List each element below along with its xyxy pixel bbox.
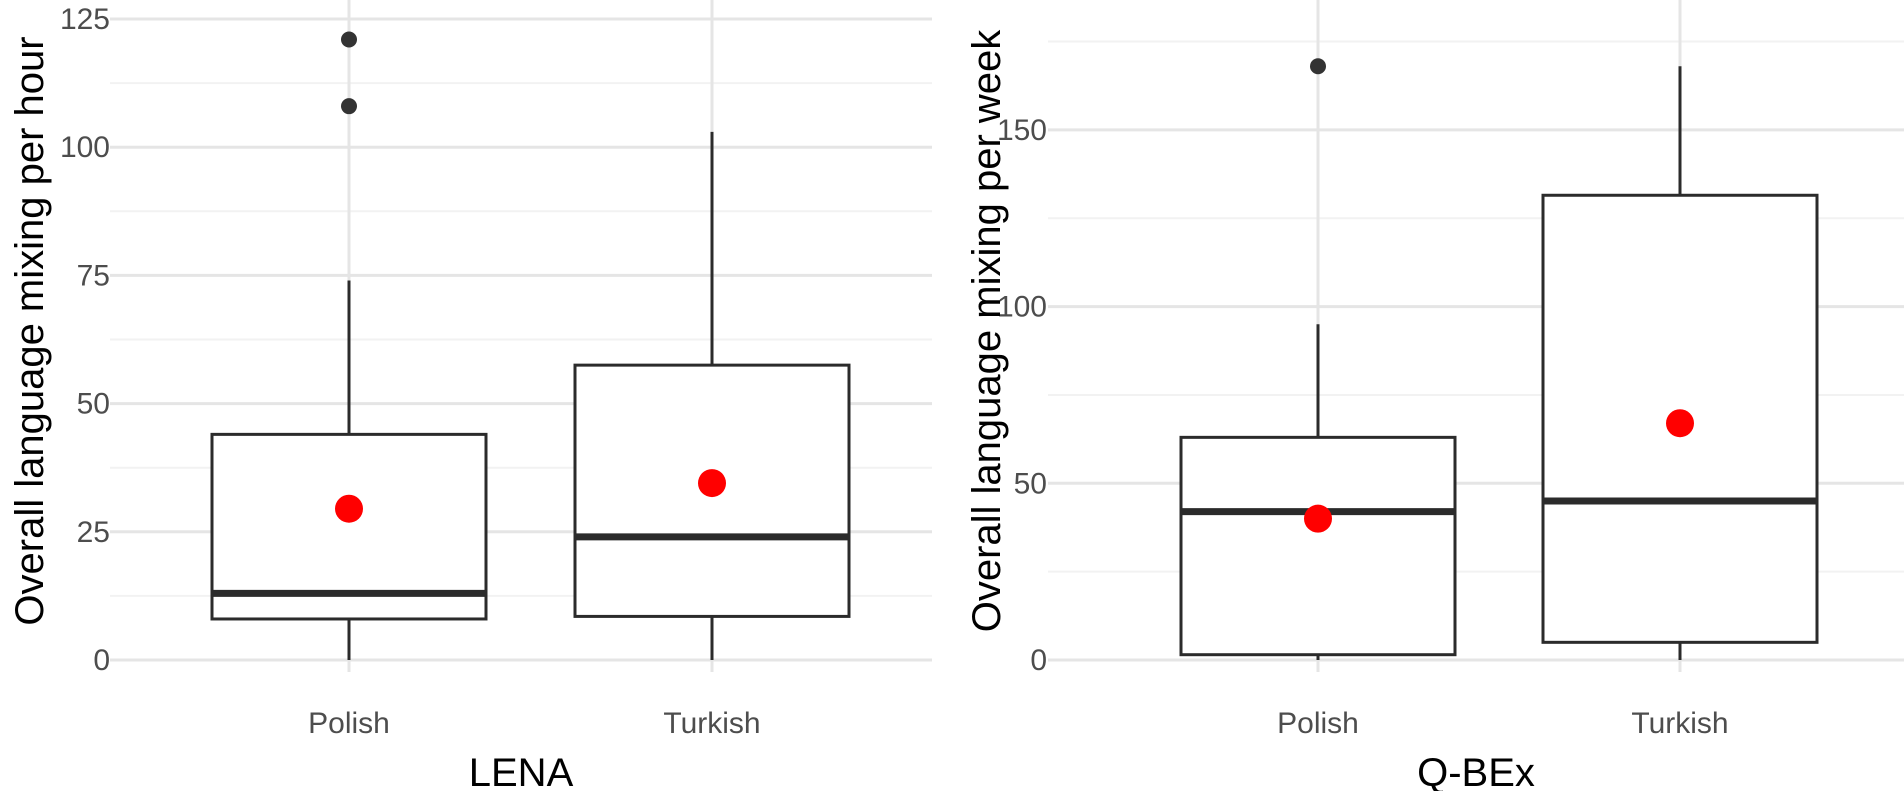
- mean-point: [1304, 504, 1332, 533]
- box-iqr: [1179, 435, 1457, 657]
- outlier-point: [341, 98, 357, 115]
- x-tick-label: Polish: [308, 707, 390, 740]
- box-iqr: [210, 432, 488, 621]
- x-axis-title: Q-BEx: [1417, 751, 1535, 791]
- x-axis-title: LENA: [469, 751, 574, 791]
- y-tick-label: 25: [77, 516, 110, 549]
- y-axis-title: Overall language mixing per week: [965, 29, 1009, 633]
- x-tick-label: Turkish: [1631, 707, 1728, 740]
- mean-point: [698, 469, 726, 498]
- outlier-point: [341, 31, 357, 48]
- y-axis-title: Overall language mixing per hour: [8, 36, 52, 625]
- y-tick-label: 50: [77, 388, 110, 421]
- qbex-panel: 0 50 100 150 Polish Turkish Q-BEx Overall langu…: [965, 0, 1904, 791]
- y-tick-label: 50: [1014, 467, 1047, 500]
- x-tick-label: Polish: [1277, 707, 1359, 740]
- mean-point: [335, 494, 363, 523]
- y-tick-label: 100: [60, 131, 110, 164]
- y-tick-label: 0: [1030, 644, 1047, 677]
- y-tick-label: 100: [997, 291, 1047, 324]
- y-tick-label: 0: [93, 644, 110, 677]
- y-tick-label: 125: [60, 3, 110, 36]
- x-tick-label: Turkish: [663, 707, 760, 740]
- y-tick-label: 150: [997, 114, 1047, 147]
- outlier-point: [1310, 58, 1326, 75]
- lena-panel: 0 25 50 75 100 125 Polish Turkish LENA Overall la…: [8, 0, 932, 791]
- mean-point: [1666, 409, 1694, 438]
- y-tick-label: 75: [77, 259, 110, 292]
